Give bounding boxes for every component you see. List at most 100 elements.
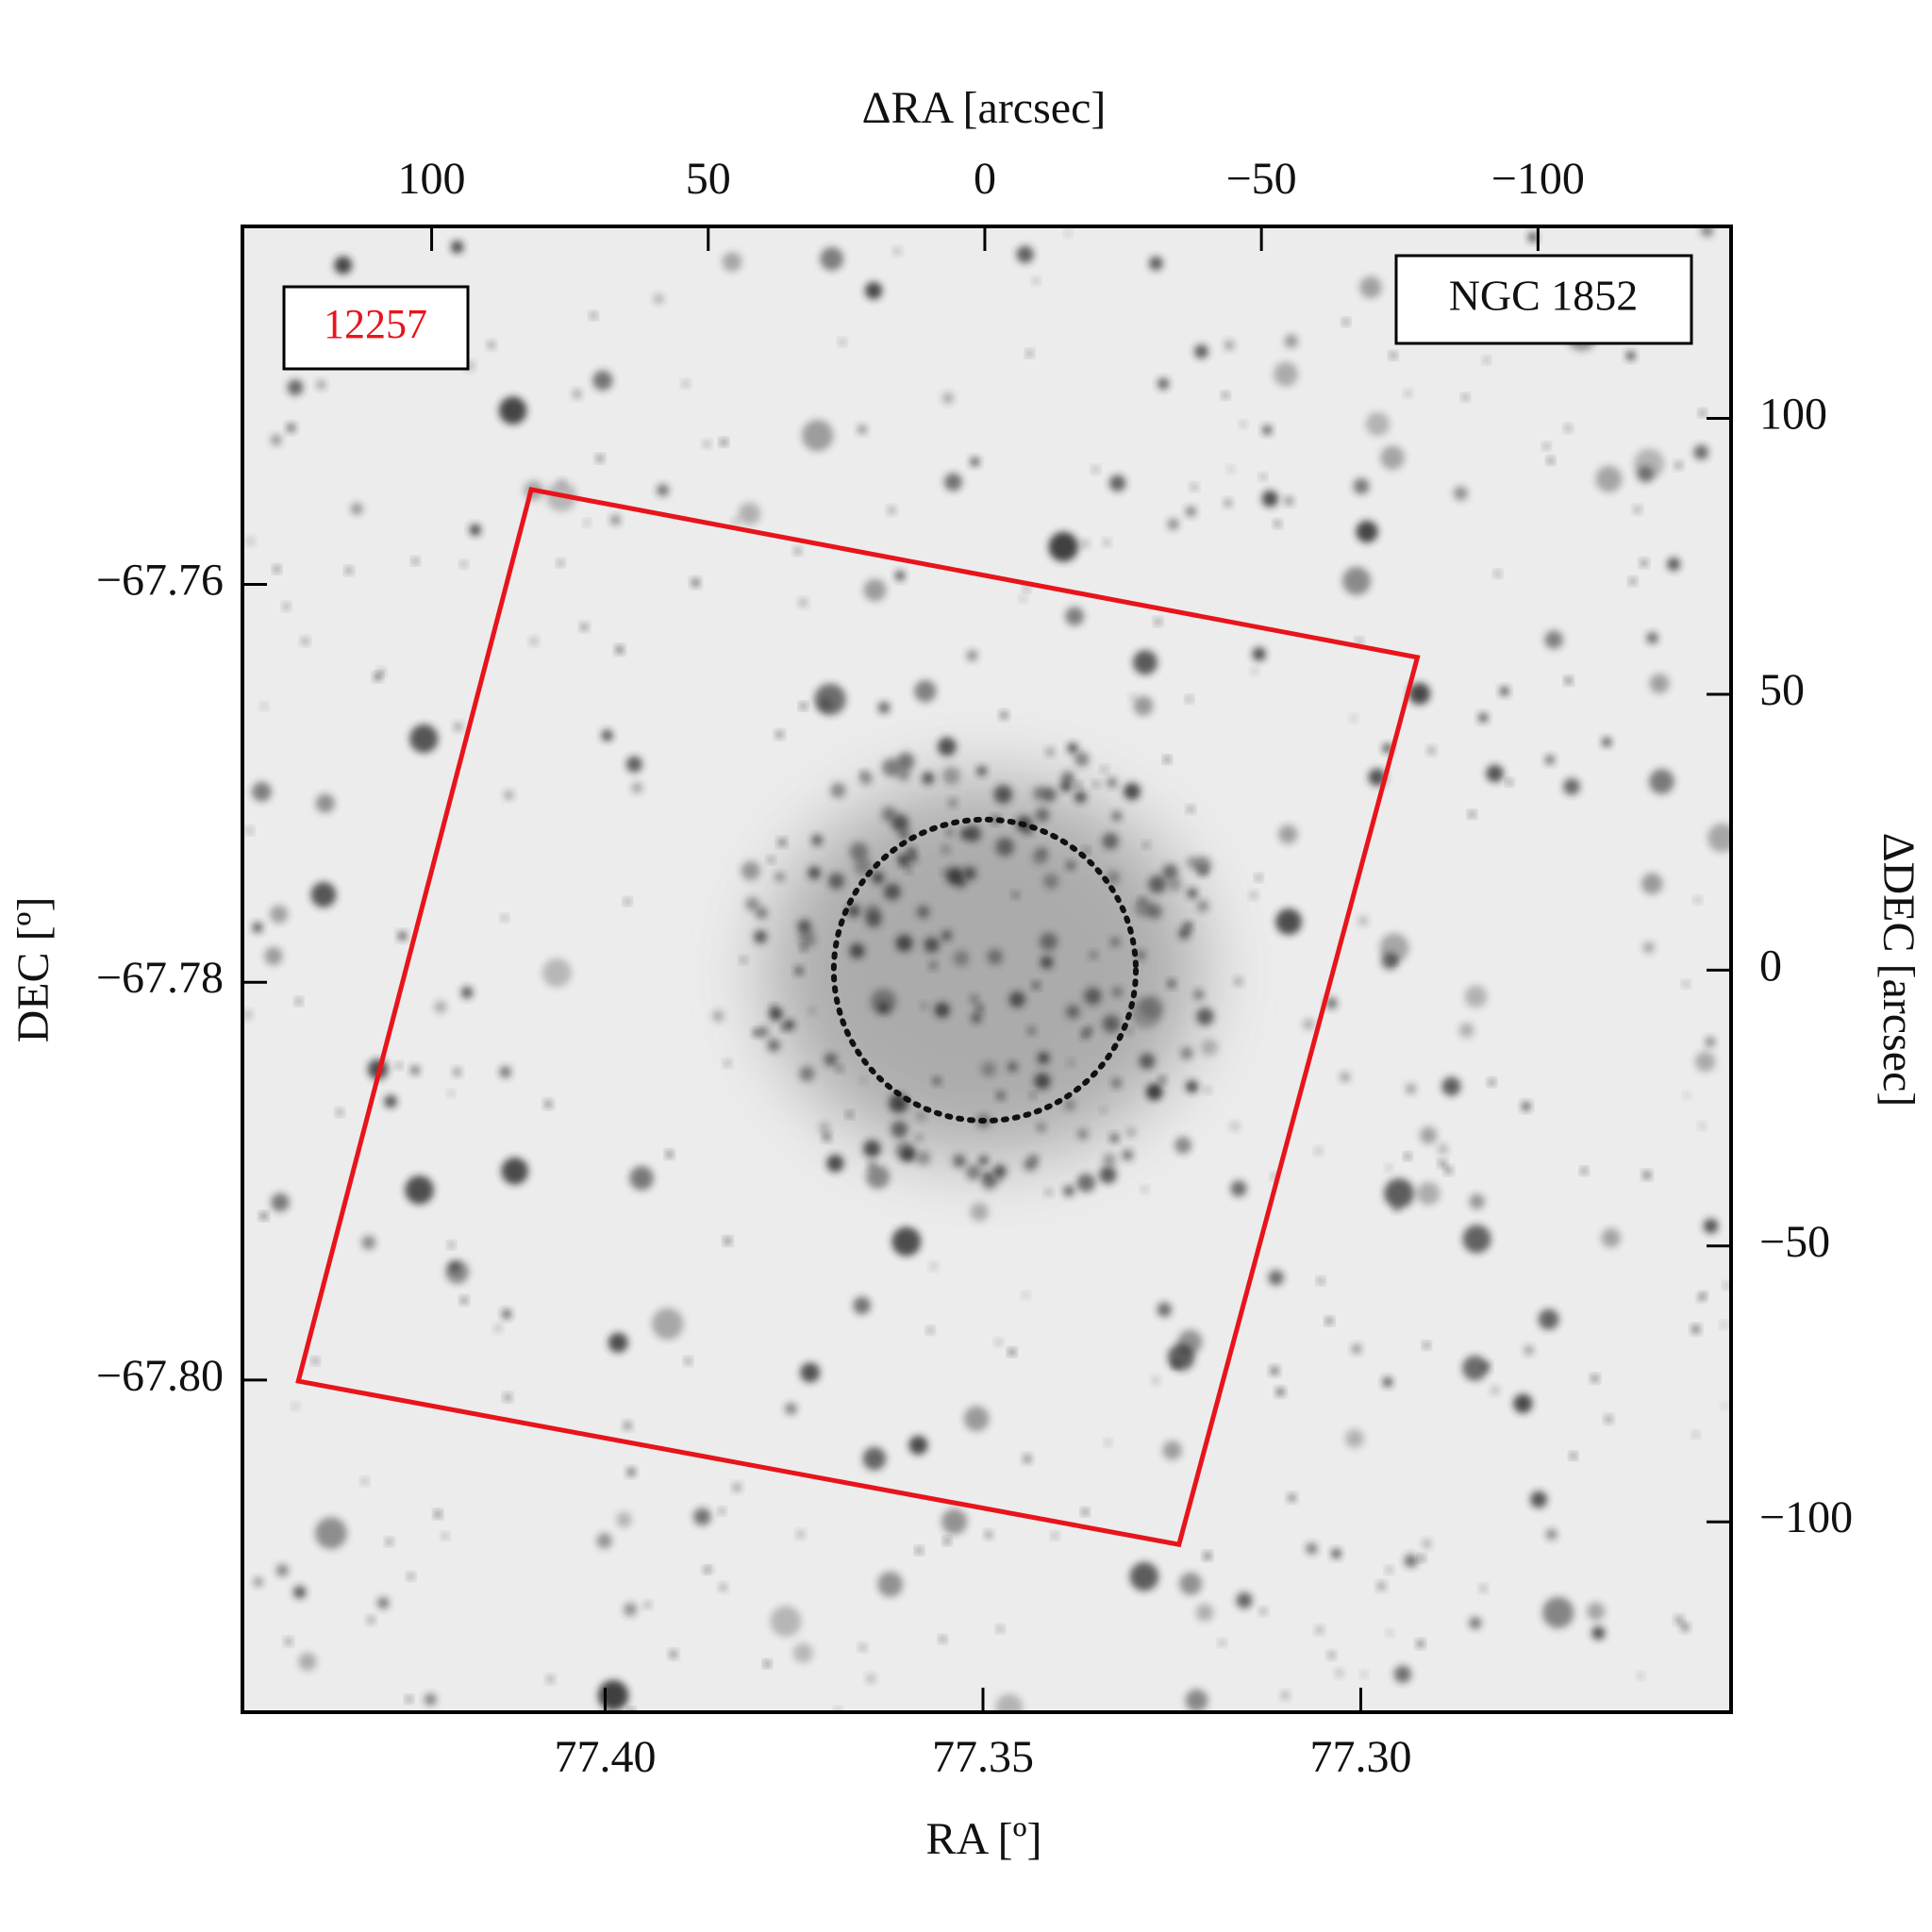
star	[1384, 1178, 1414, 1208]
star	[881, 807, 897, 823]
star	[558, 559, 564, 566]
star	[654, 293, 664, 304]
star	[900, 1146, 916, 1162]
y2-tick-label: 0	[1759, 941, 1782, 991]
star	[1356, 520, 1378, 543]
star	[501, 1158, 529, 1185]
star	[1695, 1051, 1716, 1073]
star	[1643, 1171, 1651, 1179]
star	[1099, 1166, 1117, 1184]
star	[558, 478, 566, 487]
star	[870, 989, 897, 1015]
star	[1148, 256, 1163, 271]
star	[1191, 483, 1198, 491]
star	[1141, 1186, 1148, 1192]
star	[601, 729, 613, 741]
y-tick-label: −67.76	[96, 556, 224, 606]
star	[1406, 1083, 1417, 1094]
star	[1092, 780, 1100, 788]
star	[1684, 1091, 1690, 1099]
star	[1274, 520, 1281, 527]
star	[1380, 445, 1405, 470]
star	[1420, 1126, 1438, 1144]
star	[1545, 1528, 1557, 1541]
star	[1699, 1123, 1706, 1129]
y-axis-title: DEC [º]	[8, 897, 58, 1043]
star	[847, 904, 860, 918]
star	[859, 771, 873, 785]
star	[794, 547, 802, 555]
star	[625, 898, 631, 905]
star	[1008, 1348, 1016, 1356]
star	[964, 825, 982, 842]
star	[625, 756, 642, 773]
star	[941, 868, 947, 875]
star	[914, 679, 937, 703]
star	[1024, 1158, 1038, 1172]
star	[1462, 1355, 1488, 1381]
star	[778, 839, 787, 846]
star	[1135, 949, 1146, 960]
star	[891, 1226, 922, 1257]
star	[530, 637, 538, 645]
star	[1700, 226, 1714, 237]
star	[1174, 1137, 1191, 1154]
star	[824, 1053, 838, 1066]
star	[796, 1530, 805, 1539]
overlay	[295, 487, 1421, 1548]
star	[924, 937, 940, 953]
star	[1036, 1123, 1046, 1132]
star	[1040, 956, 1054, 969]
star	[1404, 1554, 1418, 1568]
footprint-label-box	[282, 285, 470, 371]
star	[666, 1151, 673, 1158]
star	[1353, 478, 1370, 494]
star	[769, 1007, 783, 1022]
y-tick-label: −67.80	[96, 1351, 224, 1401]
star	[878, 1002, 889, 1013]
star	[943, 1538, 951, 1544]
star	[629, 1166, 654, 1191]
star	[253, 1576, 263, 1587]
star	[596, 455, 604, 462]
star	[1035, 808, 1050, 823]
star	[1565, 676, 1573, 684]
star	[820, 246, 844, 271]
star	[853, 1296, 871, 1315]
star	[542, 958, 572, 988]
star	[995, 1693, 1024, 1712]
star	[1259, 1607, 1267, 1615]
star	[1340, 1072, 1351, 1083]
star	[1479, 1585, 1487, 1592]
star	[408, 1573, 414, 1580]
star	[460, 561, 467, 568]
star	[1067, 1058, 1074, 1066]
star	[1080, 540, 1090, 548]
x-axis-title: RA [º]	[926, 1814, 1042, 1864]
star	[908, 847, 916, 856]
star	[963, 1406, 990, 1432]
star	[1328, 1651, 1335, 1658]
star	[978, 1156, 989, 1166]
star	[970, 994, 979, 1004]
star	[1499, 686, 1509, 696]
star	[1111, 810, 1123, 822]
star	[895, 934, 913, 952]
star	[1123, 782, 1141, 800]
star	[1048, 531, 1079, 562]
star	[406, 1696, 412, 1703]
star	[1074, 791, 1087, 804]
star	[682, 380, 690, 388]
star	[1276, 1388, 1285, 1396]
star	[1691, 1325, 1700, 1334]
x2-tick-label: 100	[398, 154, 466, 204]
star	[1076, 1128, 1089, 1141]
star	[448, 1091, 455, 1097]
star	[1032, 981, 1041, 990]
star-field	[243, 226, 1731, 1712]
star	[945, 828, 954, 837]
star	[1023, 1292, 1029, 1299]
star	[929, 961, 938, 970]
